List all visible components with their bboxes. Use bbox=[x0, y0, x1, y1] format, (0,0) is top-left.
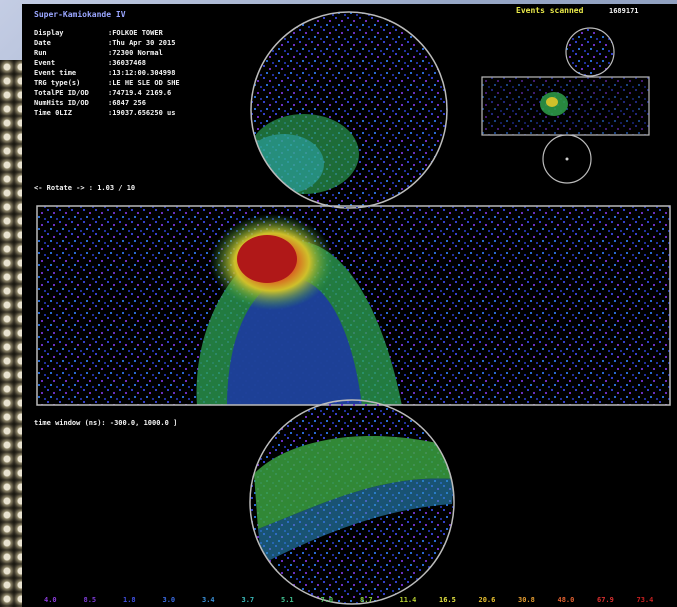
info-label: Event bbox=[34, 59, 55, 67]
scale-label: 8.5 bbox=[84, 596, 97, 604]
events-scanned-label: Events scanned bbox=[516, 6, 584, 15]
info-label: Run bbox=[34, 49, 47, 57]
color-scale: 4.0 8.5 1.8 3.0 3.4 3.7 5.1 7.0 8.7 11.4 16.5 20.6 3… bbox=[44, 596, 653, 604]
scale-label: 20.6 bbox=[479, 596, 496, 604]
info-value: :72300 Normal bbox=[108, 49, 163, 57]
scale-label: 1.8 bbox=[123, 596, 136, 604]
info-value: :6847 256 bbox=[108, 99, 146, 107]
top-endcap bbox=[250, 11, 448, 209]
barrel-unrolled bbox=[36, 205, 671, 406]
info-label: Date bbox=[34, 39, 51, 47]
info-value: :19037.656250 us bbox=[108, 109, 175, 117]
scale-label: 11.4 bbox=[400, 596, 417, 604]
scale-label: 3.7 bbox=[242, 596, 255, 604]
info-value: :13:12:00.304998 bbox=[108, 69, 175, 77]
info-value: :36037468 bbox=[108, 59, 146, 67]
info-label: NumHits ID/OD bbox=[34, 99, 89, 107]
scale-label: 16.5 bbox=[439, 596, 456, 604]
info-value: :74719.4 2169.6 bbox=[108, 89, 171, 97]
info-value: :LE HE SLE OD SHE bbox=[108, 79, 180, 87]
events-scanned-value: 1689171 bbox=[609, 7, 639, 15]
scale-label: 7.0 bbox=[321, 596, 334, 604]
mini-overview bbox=[481, 27, 650, 184]
scale-label: 67.9 bbox=[597, 596, 614, 604]
scale-label: 3.4 bbox=[202, 596, 215, 604]
time-window-text: time window (ns): -300.0, 1000.0 ] bbox=[34, 419, 177, 427]
rotate-control[interactable]: <- Rotate -> : 1.03 / 10 bbox=[34, 184, 135, 192]
info-value: :Thu Apr 30 2015 bbox=[108, 39, 175, 47]
scale-label: 30.8 bbox=[518, 596, 535, 604]
event-display-window: Super-Kamiokande IV Events scanned 16891… bbox=[22, 4, 677, 607]
info-label: TotalPE ID/OD bbox=[34, 89, 89, 97]
event-display-canvas: Super-Kamiokande IV Events scanned 16891… bbox=[34, 6, 671, 605]
info-label: Time 0LIZ bbox=[34, 109, 72, 117]
scale-label: 73.4 bbox=[637, 596, 654, 604]
info-value: :FOLKOE TOWER bbox=[108, 29, 164, 37]
scale-label: 48.0 bbox=[558, 596, 575, 604]
scale-label: 3.0 bbox=[163, 596, 176, 604]
info-label: Event time bbox=[34, 69, 76, 77]
bottom-endcap bbox=[249, 399, 455, 605]
scale-label: 4.0 bbox=[44, 596, 57, 604]
info-label: Display bbox=[34, 29, 64, 37]
app-title: Super-Kamiokande IV bbox=[34, 9, 126, 19]
info-panel: Display :FOLKOE TOWER Date :Thu Apr 30 2… bbox=[34, 29, 180, 117]
info-label: TRG type(s) bbox=[34, 79, 80, 87]
scale-label: 5.1 bbox=[281, 596, 294, 604]
scale-label: 8.7 bbox=[360, 596, 373, 604]
